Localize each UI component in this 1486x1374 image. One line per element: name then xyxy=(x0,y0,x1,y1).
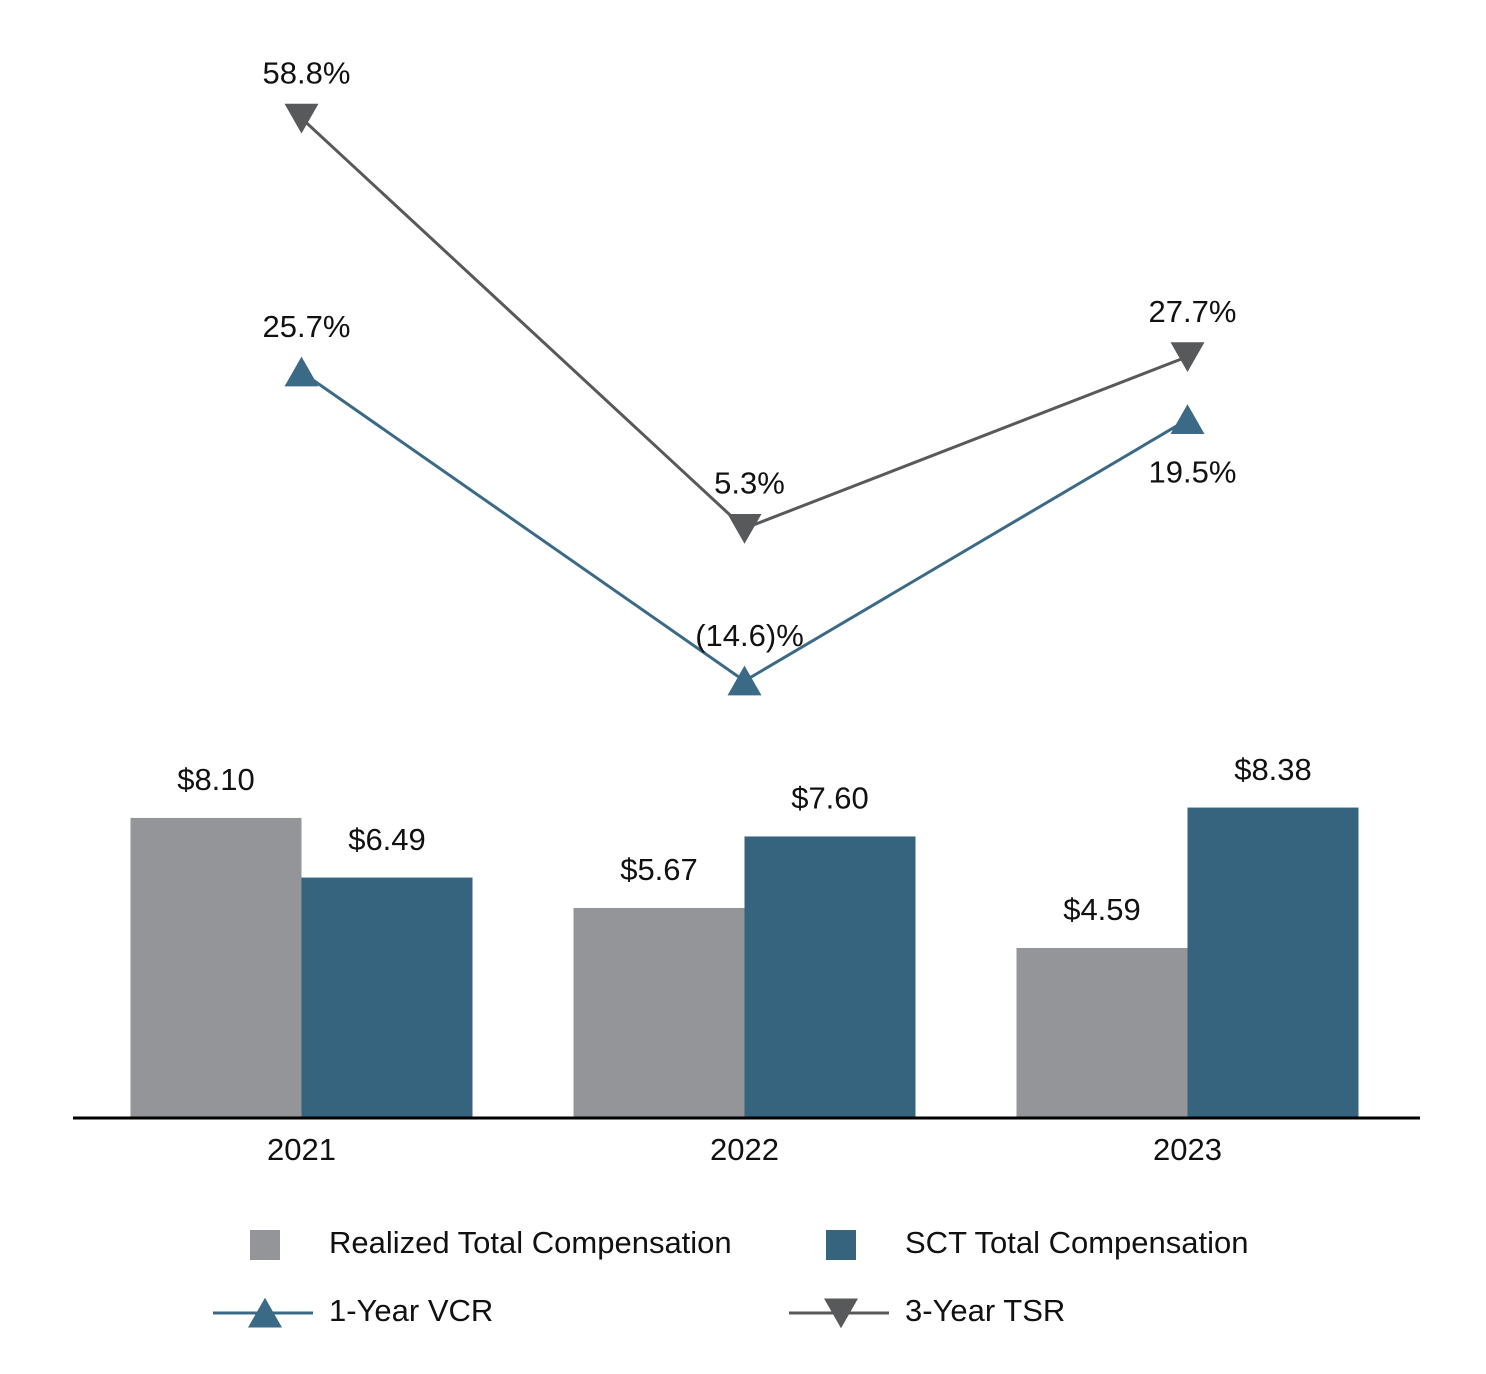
line-value-label: 5.3% xyxy=(714,466,785,501)
bar xyxy=(744,836,916,1118)
legend-swatch xyxy=(826,1230,856,1260)
bar-value-label: $4.59 xyxy=(1063,892,1141,927)
legend-swatch xyxy=(250,1230,280,1260)
line-marker xyxy=(1170,404,1205,434)
line-value-label: 27.7% xyxy=(1149,294,1237,329)
line-value-label: (14.6)% xyxy=(695,618,804,653)
x-tick-label: 2021 xyxy=(267,1132,336,1167)
line-marker xyxy=(727,513,762,544)
bar xyxy=(573,907,745,1118)
bar-value-label: $7.60 xyxy=(791,781,869,816)
legend-marker xyxy=(824,1298,858,1329)
bar xyxy=(301,877,473,1118)
line-marker xyxy=(1170,342,1205,372)
line-value-label: 25.7% xyxy=(263,309,351,344)
legend-label: 3-Year TSR xyxy=(905,1293,1065,1328)
bar xyxy=(130,817,302,1118)
line-value-label: 19.5% xyxy=(1149,455,1237,490)
bar-value-label: $6.49 xyxy=(348,822,426,857)
legend-label: Realized Total Compensation xyxy=(329,1225,732,1260)
legend-marker xyxy=(248,1297,282,1328)
bar xyxy=(1187,807,1359,1118)
line-marker xyxy=(284,356,319,387)
line-marker xyxy=(727,665,762,696)
bar xyxy=(1016,947,1188,1118)
x-tick-label: 2023 xyxy=(1153,1132,1222,1167)
legend-label: 1-Year VCR xyxy=(329,1293,493,1328)
bar-value-label: $8.10 xyxy=(177,762,255,797)
x-tick-label: 2022 xyxy=(710,1132,779,1167)
line-marker xyxy=(284,103,319,134)
bar-value-label: $5.67 xyxy=(620,852,698,887)
bar-value-label: $8.38 xyxy=(1234,752,1312,787)
legend-label: SCT Total Compensation xyxy=(905,1225,1248,1260)
line-value-label: 58.8% xyxy=(263,55,351,90)
